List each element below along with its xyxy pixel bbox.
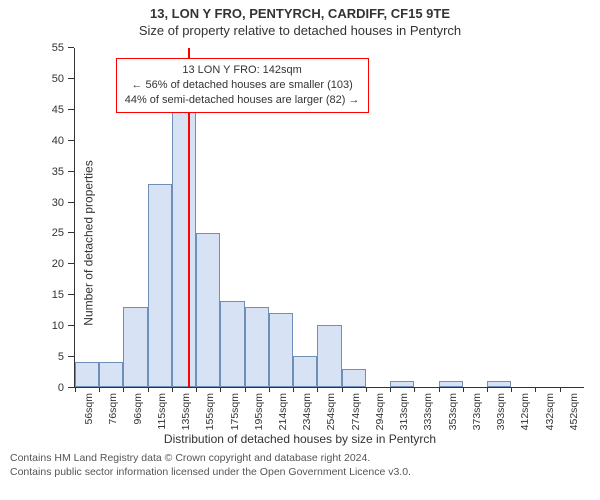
histogram-bar — [123, 307, 147, 387]
x-tick-label: 452sqm — [568, 393, 580, 430]
histogram-bar — [439, 381, 463, 387]
bar-slot: 333sqm — [414, 48, 438, 387]
histogram-bar — [75, 362, 99, 387]
histogram-bar — [196, 233, 220, 387]
y-tick-label: 30 — [34, 197, 64, 209]
x-tick-mark — [487, 387, 488, 392]
y-axis: 0510152025303540455055 — [30, 48, 70, 388]
histogram-bar — [269, 313, 293, 387]
x-tick-mark — [463, 387, 464, 392]
y-tick-label: 40 — [34, 135, 64, 147]
x-tick-label: 96sqm — [132, 393, 144, 425]
x-tick-label: 115sqm — [156, 393, 168, 430]
x-tick-label: 393sqm — [495, 393, 507, 430]
x-tick-label: 294sqm — [374, 393, 386, 430]
y-tick-label: 20 — [34, 258, 64, 270]
page-subtitle: Size of property relative to detached ho… — [0, 23, 600, 38]
footer: Contains HM Land Registry data © Crown c… — [0, 448, 600, 479]
x-tick-mark — [317, 387, 318, 392]
x-tick-mark — [293, 387, 294, 392]
footer-line: Contains public sector information licen… — [10, 466, 590, 480]
x-tick-label: 195sqm — [253, 393, 265, 430]
callout-line: 44% of semi-detached houses are larger (… — [125, 93, 360, 108]
histogram-bar — [293, 356, 317, 387]
page-title: 13, LON Y FRO, PENTYRCH, CARDIFF, CF15 9… — [0, 6, 600, 21]
callout-line: 13 LON Y FRO: 142sqm — [125, 63, 360, 78]
x-tick-mark — [390, 387, 391, 392]
chart-container: Number of detached properties 0510152025… — [0, 38, 600, 448]
property-callout: 13 LON Y FRO: 142sqm ← 56% of detached h… — [116, 58, 369, 113]
x-tick-label: 274sqm — [350, 393, 362, 430]
histogram-bar — [172, 85, 196, 387]
histogram-bar — [99, 362, 123, 387]
histogram-bar — [342, 369, 366, 387]
x-tick-mark — [172, 387, 173, 392]
x-tick-mark — [342, 387, 343, 392]
x-tick-label: 175sqm — [229, 393, 241, 430]
bar-slot: 452sqm — [560, 48, 584, 387]
x-tick-label: 254sqm — [325, 393, 337, 430]
bar-slot: 412sqm — [511, 48, 535, 387]
callout-line: ← 56% of detached houses are smaller (10… — [125, 78, 360, 93]
histogram-bar — [220, 301, 244, 387]
y-tick-label: 50 — [34, 73, 64, 85]
y-tick-label: 45 — [34, 104, 64, 116]
bar-slot: 353sqm — [439, 48, 463, 387]
y-tick-label: 35 — [34, 166, 64, 178]
x-axis-label: Distribution of detached houses by size … — [0, 432, 600, 446]
bar-slot: 373sqm — [463, 48, 487, 387]
histogram-bar — [245, 307, 269, 387]
x-tick-mark — [269, 387, 270, 392]
x-tick-label: 412sqm — [519, 393, 531, 430]
y-tick-label: 15 — [34, 289, 64, 301]
x-tick-label: 353sqm — [447, 393, 459, 430]
x-tick-mark — [196, 387, 197, 392]
x-tick-mark — [220, 387, 221, 392]
footer-line: Contains HM Land Registry data © Crown c… — [10, 452, 590, 466]
x-tick-label: 214sqm — [277, 393, 289, 430]
x-tick-mark — [560, 387, 561, 392]
x-tick-label: 155sqm — [204, 393, 216, 430]
x-tick-label: 333sqm — [422, 393, 434, 430]
x-tick-mark — [535, 387, 536, 392]
x-tick-label: 135sqm — [180, 393, 192, 430]
x-tick-label: 313sqm — [398, 393, 410, 430]
y-tick-label: 5 — [34, 351, 64, 363]
x-tick-label: 76sqm — [107, 393, 119, 425]
x-tick-mark — [123, 387, 124, 392]
histogram-bar — [148, 184, 172, 387]
x-tick-label: 56sqm — [83, 393, 95, 425]
plot-area: 56sqm76sqm96sqm115sqm135sqm155sqm175sqm1… — [74, 48, 584, 388]
x-tick-mark — [148, 387, 149, 392]
bar-slot: 393sqm — [487, 48, 511, 387]
x-tick-mark — [414, 387, 415, 392]
x-tick-label: 373sqm — [471, 393, 483, 430]
x-tick-mark — [99, 387, 100, 392]
y-tick-label: 0 — [34, 382, 64, 394]
bar-slot: 294sqm — [366, 48, 390, 387]
bar-slot: 432sqm — [535, 48, 559, 387]
x-tick-label: 432sqm — [544, 393, 556, 430]
x-tick-label: 234sqm — [301, 393, 313, 430]
bar-slot: 56sqm — [75, 48, 99, 387]
x-tick-mark — [245, 387, 246, 392]
x-tick-mark — [75, 387, 76, 392]
y-tick-label: 55 — [34, 42, 64, 54]
y-tick-label: 10 — [34, 320, 64, 332]
x-tick-mark — [439, 387, 440, 392]
bar-slot: 313sqm — [390, 48, 414, 387]
x-tick-mark — [511, 387, 512, 392]
x-tick-mark — [366, 387, 367, 392]
histogram-bar — [317, 325, 341, 387]
histogram-bar — [487, 381, 511, 387]
histogram-bar — [390, 381, 414, 387]
y-tick-label: 25 — [34, 227, 64, 239]
